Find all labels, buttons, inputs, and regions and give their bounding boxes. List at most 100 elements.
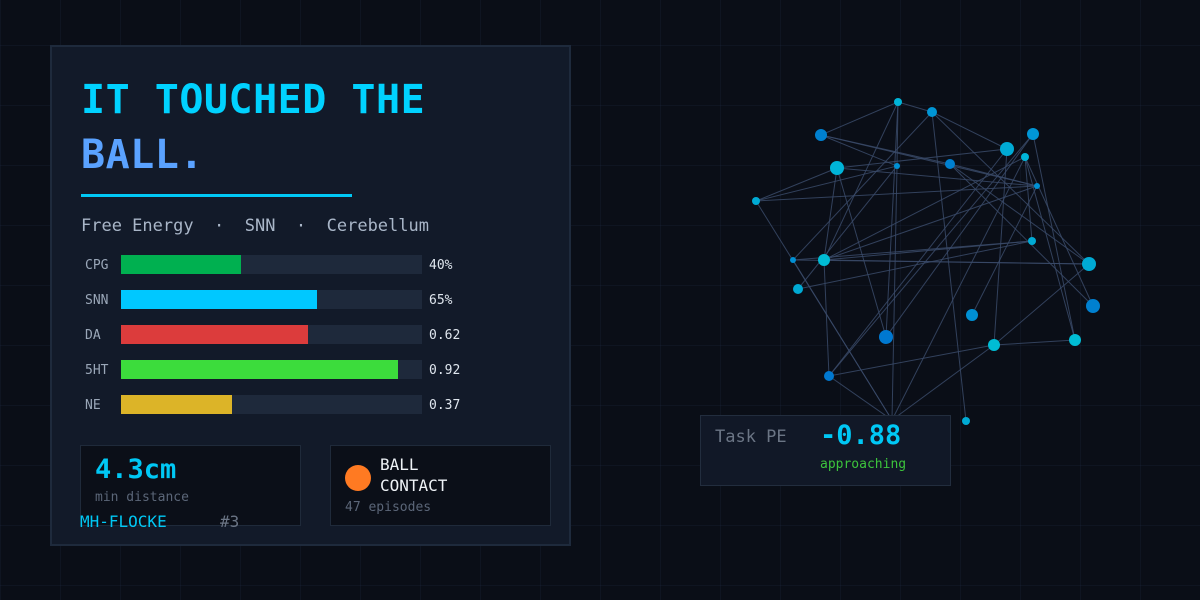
bar-track [121,325,422,344]
network-edge [891,165,898,421]
distance-label: min distance [95,490,189,505]
network-node [966,309,978,321]
bar-value: 0.92 [429,363,461,378]
network-node [1082,257,1096,271]
task-pe-label: Task PE [715,427,787,447]
bar-fill [121,290,317,309]
network-edge [1024,156,1033,242]
network-node [1021,153,1029,161]
network-node [1086,299,1100,313]
network-node [1028,237,1036,245]
network-edge [823,167,838,261]
network-edge [1032,133,1076,341]
bar-label: 5HT [85,363,109,378]
bar-fill [121,255,242,274]
bar-fill [121,395,233,414]
headline-underline [81,194,352,197]
network-edge [891,156,1026,421]
network-node [818,254,830,266]
network-node [752,197,760,205]
network-edge [823,259,1090,265]
network-edge [993,263,1090,346]
network-edge [823,240,1033,261]
network-edge [931,111,1090,265]
network-edge [891,344,995,421]
network-node [962,417,970,425]
network-edge [755,167,838,202]
network-edge [828,133,1034,377]
bar-value: 40% [429,258,453,273]
bar-label: SNN [85,293,109,308]
brand-number: #3 [220,512,240,531]
network-edge [797,240,1033,290]
network-edge [792,111,933,261]
network-node [879,330,893,344]
network-node [1000,142,1014,156]
network-edge [828,148,1008,377]
contact-stat: BALL CONTACT 47 episodes [330,445,551,526]
task-pe-panel: Task PE -0.88 approaching [700,415,951,486]
contact-episodes: 47 episodes [345,500,432,515]
network-edge [828,375,893,421]
network-node [1034,183,1040,189]
network-node [1027,128,1039,140]
distance-stat: 4.3cm min distance [80,445,301,526]
network-node [830,161,844,175]
bar-track [121,255,422,274]
bar-track [121,360,422,379]
bar-fill [121,360,398,379]
network-edge [792,259,893,421]
network-edge [971,185,1038,316]
network-edge [820,101,899,136]
network-edge [836,167,1038,187]
bar-label: NE [85,398,101,413]
network-node [894,163,900,169]
headline-line-1: IT TOUCHED THE [81,77,426,123]
bar-fill [121,325,308,344]
bar-track [121,290,422,309]
network-edge [993,339,1076,346]
network-edge [820,134,898,167]
network-node [894,98,902,106]
network-edge [823,259,830,377]
network-node [988,339,1000,351]
distance-value: 4.3cm [95,454,177,485]
contact-title-line-1: BALL [380,455,419,474]
task-pe-value: -0.88 [820,420,902,451]
network-node [824,371,834,381]
network-edge [931,111,1008,150]
network-edge [949,163,1090,265]
network-edge [1024,156,1076,341]
network-edge [836,148,1008,169]
subtitle: Free Energy · SNN · Cerebellum [81,216,429,236]
network-node [790,257,796,263]
network-edge [897,101,933,113]
bar-label: DA [85,328,101,343]
network-edge [828,344,995,377]
bar-value: 0.37 [429,398,461,413]
network-edge [885,101,899,338]
bar-track [121,395,422,414]
ball-icon [345,465,371,491]
network-edge [949,163,1094,307]
summary-card: IT TOUCHED THE BALL. Free Energy · SNN ·… [50,45,571,546]
network-edge [797,165,898,290]
bar-label: CPG [85,258,109,273]
task-pe-status: approaching [820,457,907,472]
bar-value: 65% [429,293,453,308]
bar-value: 0.62 [429,328,461,343]
network-edge [949,163,1038,187]
network-node [815,129,827,141]
network-edge [755,165,898,202]
network-node [793,284,803,294]
network-node [1069,334,1081,346]
brand-name: MH-FLOCKE [80,512,167,531]
network-edge [885,133,1034,338]
network-node [945,159,955,169]
contact-title: BALL CONTACT [380,454,447,496]
contact-title-line-2: CONTACT [380,476,448,495]
network-edge [823,185,1038,261]
headline: IT TOUCHED THE BALL. [81,73,425,183]
network-node [927,107,937,117]
